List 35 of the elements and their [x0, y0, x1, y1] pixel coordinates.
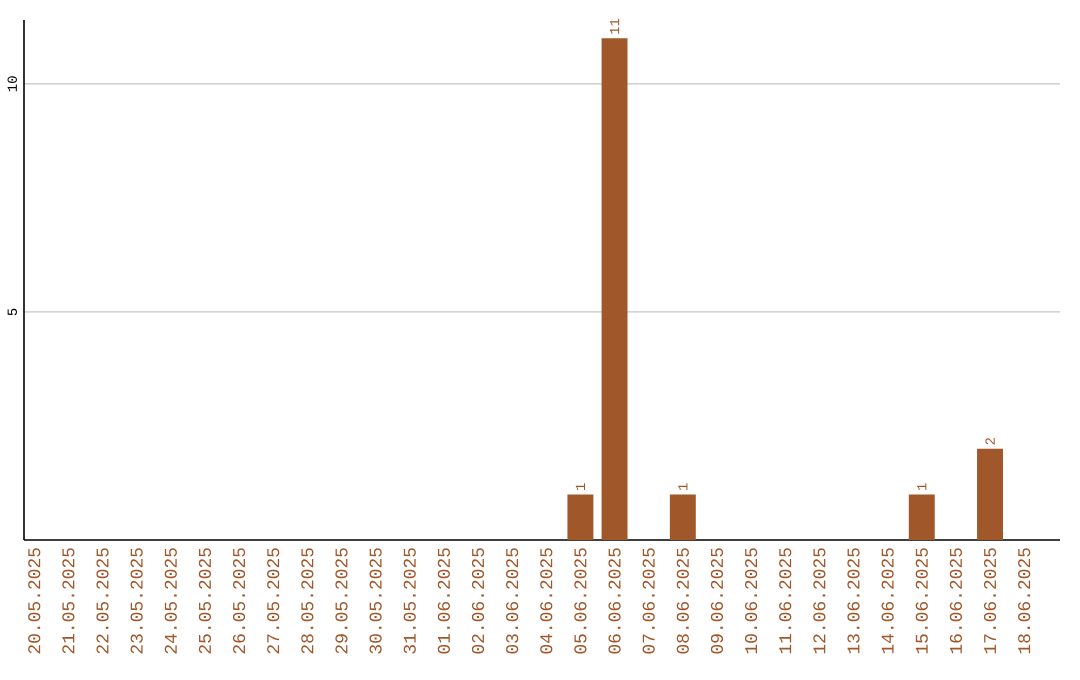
x-tick-label: 09.06.2025 [710, 548, 724, 654]
x-tick-label: 28.05.2025 [301, 548, 314, 654]
x-tick-label: 30.05.2025 [369, 548, 382, 654]
bar [567, 494, 594, 540]
x-tick-label: 01.06.2025 [437, 548, 450, 654]
bar [601, 38, 628, 540]
x-tick-label: 10.06.2025 [745, 548, 758, 654]
x-tick-label: 04.06.2025 [540, 548, 553, 654]
x-tick-label: 02.06.2025 [471, 548, 485, 654]
x-tick-label: 29.05.2025 [335, 548, 348, 654]
x-tick-label: 20.05.2025 [28, 548, 41, 654]
bar [908, 494, 935, 540]
x-tick-label: 05.06.2025 [574, 548, 587, 654]
bar [977, 448, 1004, 540]
x-tick-label: 18.06.2025 [1018, 548, 1031, 654]
x-tick-label: 11.06.2025 [779, 548, 792, 654]
x-tick-label: 23.05.2025 [130, 548, 143, 654]
bar [669, 494, 696, 540]
x-tick-label: 21.05.2025 [62, 548, 75, 654]
x-tick-label: 22.05.2025 [96, 548, 109, 654]
x-tick-label: 13.06.2025 [847, 548, 860, 654]
x-tick-label: 25.05.2025 [198, 548, 212, 654]
x-tick-label: 03.06.2025 [506, 548, 519, 654]
x-tick-label: 27.05.2025 [267, 548, 280, 654]
x-tick-label: 16.06.2025 [949, 548, 962, 654]
x-tick-label: 26.05.2025 [232, 548, 246, 654]
x-tick-label: 06.06.2025 [608, 548, 621, 654]
x-tick-label: 07.06.2025 [642, 548, 655, 654]
x-tick-label: 24.05.2025 [164, 548, 177, 654]
x-tick-label: 17.06.2025 [983, 548, 997, 654]
x-tick-label: 31.05.2025 [403, 548, 416, 654]
x-tick-label: 15.06.2025 [915, 548, 928, 654]
x-tick-label: 12.06.2025 [813, 548, 826, 654]
x-tick-label: 14.06.2025 [881, 548, 894, 654]
x-tick-label: 08.06.2025 [676, 548, 689, 654]
